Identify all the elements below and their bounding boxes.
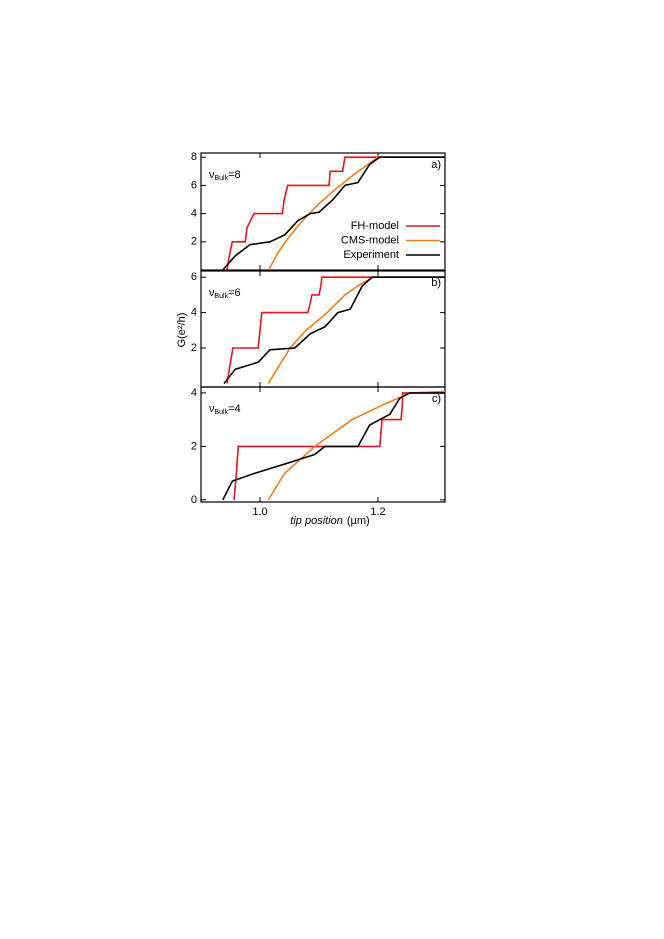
annotation-text: =6 [228,287,241,299]
annotation-symbol: ν [209,169,215,181]
legend-label: CMS-model [341,234,399,246]
y-tick-label: 4 [191,208,197,220]
data-line [226,156,445,271]
y-tick-label: 2 [191,342,197,354]
annotation-subscript: Bulk [215,175,229,182]
y-axis-label: G(e²/h) [176,313,188,348]
y-tick-label: 6 [191,179,197,191]
panel-label: a) [431,159,441,171]
plot-frame [200,386,446,503]
plot-frame [200,152,446,271]
annotation: νBulk=8 [209,169,241,182]
data-line [267,276,445,384]
y-tick-label: 0 [191,494,197,506]
annotation-text: =8 [228,169,241,181]
annotation: νBulk=6 [209,287,241,300]
x-axis-label-unit: (µm) [347,515,370,527]
x-tick-label: 1.2 [370,506,385,518]
x-tick-label: 1.0 [252,506,267,518]
data-line [222,392,445,501]
data-line [268,156,445,271]
annotation-subscript: Bulk [215,409,229,416]
y-tick-label: 6 [191,271,197,283]
y-tick-label: 4 [191,307,197,319]
data-line [226,276,445,384]
annotation: νBulk=4 [209,403,241,416]
annotation-symbol: ν [209,403,215,415]
y-tick-label: 2 [191,440,197,452]
annotation-text: =4 [228,403,241,415]
legend-label: Experiment [343,249,399,261]
panel-label: b) [431,277,441,289]
data-line [233,392,445,500]
x-axis-label: tip position (µm) [290,515,369,527]
annotation-subscript: Bulk [215,293,229,300]
data-line [222,156,445,271]
y-tick-label: 8 [191,151,197,163]
data-line [223,276,445,384]
annotation-symbol: ν [209,287,215,299]
y-tick-label: 2 [191,236,197,248]
x-axis-label-italic: tip position [290,515,343,527]
y-tick-label: 4 [191,387,197,399]
panel-label: c) [432,393,441,405]
legend-label: FH-model [351,220,399,232]
